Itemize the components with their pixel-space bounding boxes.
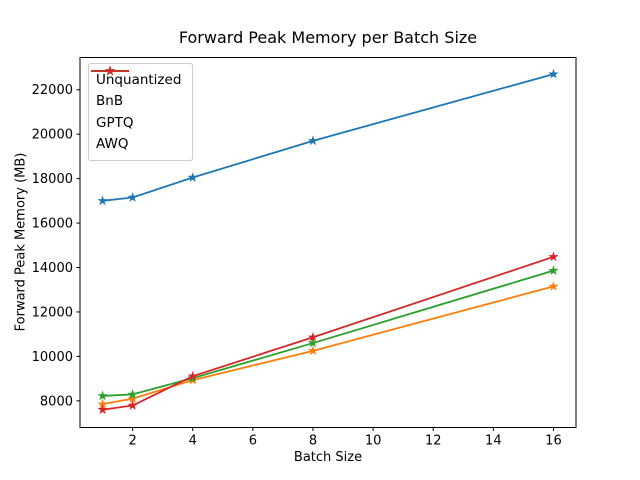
y-tick-label: 14000 — [32, 261, 73, 276]
chart-title: Forward Peak Memory per Batch Size — [178, 28, 478, 47]
y-tick-label: 18000 — [32, 172, 73, 187]
legend-label: Unquantized — [96, 71, 182, 88]
x-tick-label: 6 — [249, 434, 257, 449]
series-marker-unquantized — [127, 192, 138, 202]
series-marker-awq — [307, 331, 319, 342]
series-marker-unquantized — [187, 172, 198, 182]
y-tick-label: 12000 — [32, 305, 73, 320]
y-tick-label: 16000 — [32, 217, 73, 232]
legend-item-awq: AWQ — [91, 65, 181, 156]
series-marker-bnb — [97, 398, 108, 409]
x-tick-label: 10 — [365, 434, 382, 449]
x-axis-title: Batch Size — [293, 450, 363, 465]
series-line-awq — [101, 255, 555, 411]
series-marker-gptq — [307, 337, 319, 348]
y-tick-label: 22000 — [32, 83, 73, 98]
series-marker-unquantized — [307, 135, 319, 146]
axes-frame — [79, 57, 577, 428]
series-marker-awq — [548, 251, 559, 262]
legend-item-bnb: BnB — [91, 65, 181, 113]
series-marker-unquantized — [97, 195, 108, 206]
legend-label: GPTQ — [96, 114, 134, 131]
series-marker-bnb — [548, 280, 559, 291]
series-marker-unquantized — [548, 68, 559, 79]
x-tick-label: 16 — [545, 434, 562, 449]
y-tick-label: 10000 — [32, 350, 73, 365]
legend: Unquantized BnB GPTQ AWQ — [88, 63, 194, 161]
legend-label: BnB — [96, 93, 124, 110]
series-marker-awq — [127, 400, 138, 410]
x-tick-label: 12 — [425, 434, 442, 449]
x-tick-label: 8 — [309, 434, 317, 449]
series-marker-gptq — [127, 388, 138, 399]
series-marker-bnb — [127, 393, 138, 403]
legend-label: AWQ — [96, 136, 129, 153]
legend-swatch-icon — [91, 65, 129, 76]
series-marker-awq — [187, 370, 198, 381]
star-marker-icon — [104, 65, 116, 76]
y-tick-label: 8000 — [40, 394, 73, 409]
series-marker-gptq — [97, 390, 108, 401]
x-tick-label: 2 — [128, 434, 136, 449]
series-marker-awq — [97, 404, 108, 415]
series-line-gptq — [101, 269, 555, 397]
x-tick-label: 4 — [189, 434, 197, 449]
series-marker-gptq — [548, 265, 559, 275]
y-tick-label: 20000 — [32, 128, 73, 143]
series-marker-bnb — [307, 345, 319, 356]
legend-item-gptq: GPTQ — [91, 65, 181, 134]
x-tick-label: 14 — [485, 434, 502, 449]
